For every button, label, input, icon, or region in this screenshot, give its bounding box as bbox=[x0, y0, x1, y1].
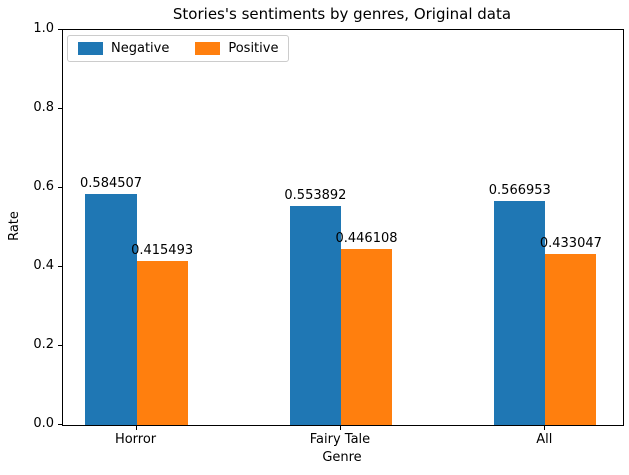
legend-label-positive: Positive bbox=[228, 41, 279, 56]
bar-value-label-positive-all: 0.433047 bbox=[539, 235, 602, 251]
bar-negative-fairy-tale bbox=[289, 206, 341, 425]
legend-swatch-negative bbox=[78, 42, 103, 55]
y-tick-label: 0.4 bbox=[33, 258, 54, 273]
x-tick-label: Fairy Tale bbox=[309, 432, 371, 447]
legend-label-negative: Negative bbox=[111, 41, 170, 56]
y-tick-label: 1.0 bbox=[33, 21, 54, 36]
legend-item-negative: Negative bbox=[78, 41, 169, 56]
legend-item-positive: Positive bbox=[195, 41, 278, 56]
bar-value-label-negative-fairy-tale: 0.553892 bbox=[284, 188, 347, 204]
plot-area: Negative Positive 0.584507 0.553892 0.56695… bbox=[62, 29, 624, 426]
y-tick-label: 0.2 bbox=[33, 337, 54, 352]
x-tick-mark bbox=[544, 426, 546, 430]
x-tick-mark bbox=[339, 426, 341, 430]
bar-value-label-negative-all: 0.566953 bbox=[488, 183, 551, 199]
y-tick-label: 0.6 bbox=[33, 179, 54, 194]
y-tick-mark bbox=[58, 345, 62, 346]
bar-negative-horror bbox=[85, 194, 137, 425]
bar-positive-horror bbox=[136, 260, 188, 425]
y-tick-label: 0.8 bbox=[33, 100, 54, 115]
x-tick-label: All bbox=[536, 432, 553, 447]
x-tick-label: Horror bbox=[114, 432, 157, 447]
legend: Negative Positive bbox=[67, 35, 290, 62]
y-tick-mark bbox=[58, 424, 62, 425]
y-tick-mark bbox=[58, 266, 62, 267]
y-tick-mark bbox=[58, 29, 62, 30]
y-axis-label-text: Rate bbox=[7, 211, 22, 241]
bar-positive-all bbox=[545, 253, 597, 425]
bar-positive-fairy-tale bbox=[340, 248, 393, 425]
chart-title: Stories's sentiments by genres, Original… bbox=[172, 5, 512, 23]
bar-value-label-negative-horror: 0.584507 bbox=[80, 176, 143, 192]
bar-value-label-positive-fairy-tale: 0.446108 bbox=[335, 230, 398, 246]
bar-negative-all bbox=[494, 201, 546, 425]
y-tick-label: 0.0 bbox=[33, 416, 54, 431]
y-tick-mark bbox=[58, 108, 62, 109]
y-tick-mark bbox=[58, 187, 62, 188]
x-axis-label: Genre bbox=[322, 450, 362, 465]
legend-swatch-positive bbox=[195, 42, 221, 55]
bar-value-label-positive-horror: 0.415493 bbox=[131, 242, 194, 258]
x-tick-mark bbox=[135, 426, 137, 430]
